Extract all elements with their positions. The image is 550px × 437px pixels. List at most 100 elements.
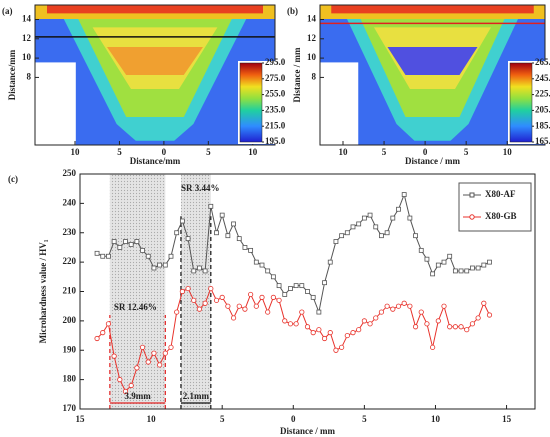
marker [475,265,481,271]
x-tick-label: 10 [71,147,81,157]
x-tick-label: 10 [147,414,157,424]
marker [191,268,197,274]
marker [464,268,470,274]
x-tick-label: 10 [431,414,441,424]
legend-label: X80-AF [485,189,516,199]
marker [361,215,367,221]
marker [157,362,163,368]
marker [100,253,106,259]
marker [293,283,299,289]
marker [316,327,322,333]
marker [441,259,447,265]
marker [447,324,453,330]
marker [185,236,191,242]
marker [265,268,271,274]
x-tick-label: 15 [502,414,512,424]
marker [208,285,214,292]
y-axis-label: Distance/mm [7,49,17,100]
marker [333,347,339,353]
panel-label: (c) [8,174,18,184]
x-tick-label: 5 [206,147,211,157]
blank-region [35,62,76,145]
marker [361,318,367,324]
y-tick-label: 220 [63,256,77,266]
colorbar-tick-label: 265.0 [535,57,550,67]
marker [259,294,265,300]
annotation: SR 3.44% [181,183,220,193]
x-tick-label: 0 [162,147,167,157]
marker [242,306,248,312]
marker [481,300,487,306]
y-axis-label: Microhardness value / HV₁ [38,239,48,343]
marker [128,382,134,389]
marker [435,262,441,268]
marker [106,253,111,259]
y-tick-label: 12 [22,33,32,43]
marker [231,221,236,227]
legend-marker [469,214,475,220]
marker [350,330,356,336]
colorbar-tick-label: 205.0 [535,104,550,114]
marker [248,291,254,298]
x-tick-label: 5 [464,147,469,157]
colorbar [509,62,533,143]
annotation: SR 12.46% [114,302,157,312]
marker [458,324,464,330]
marker [299,283,305,289]
marker [293,321,299,327]
colorbar-tick-label: 165.0 [535,136,550,146]
marker [339,233,345,239]
y-tick-label: 210 [63,286,77,296]
y-tick-label: 14 [22,14,32,24]
marker [179,288,185,295]
marker [259,262,265,268]
marker [310,330,316,336]
marker [452,268,458,274]
marker [270,294,276,300]
marker [327,259,333,265]
x-tick-label: 10 [338,147,348,157]
marker [128,242,134,247]
marker [174,230,180,236]
marker [430,344,436,350]
y-tick-label: 10 [22,52,32,62]
legend-box [458,182,532,232]
marker [401,300,407,306]
x-axis-label: Distance/mm [130,156,181,166]
panel-label: (a) [2,6,13,16]
marker [162,350,168,356]
annotation: 2.1mm [183,391,210,401]
marker [475,315,481,321]
marker [236,236,242,242]
y-tick-label: 10 [307,52,317,62]
marker [378,309,385,315]
legend-marker [469,192,475,198]
marker [316,309,322,315]
marker [196,306,203,312]
y-tick-label: 230 [63,227,77,237]
colorbar-tick-label: 295.0 [265,57,286,67]
y-tick-label: 170 [63,403,77,413]
marker [100,330,106,336]
marker [384,230,390,236]
marker [94,250,100,256]
marker [105,321,112,327]
marker [168,253,174,259]
colorbar-tick-label: 255.0 [265,89,286,99]
marker [117,377,123,383]
marker [413,233,418,239]
marker [390,215,396,221]
y-tick-label: 200 [63,315,77,325]
marker [213,297,220,303]
y-tick-label: 190 [63,344,77,354]
heatmap-weld-center [387,47,478,75]
marker [470,265,475,271]
marker [123,239,128,244]
marker [230,315,237,321]
heatmap-weld-center [107,47,203,75]
marker [327,330,333,336]
y-axis-label: Distance / mm [292,47,302,102]
marker [111,353,117,359]
colorbar-tick-label: 275.0 [265,73,286,83]
